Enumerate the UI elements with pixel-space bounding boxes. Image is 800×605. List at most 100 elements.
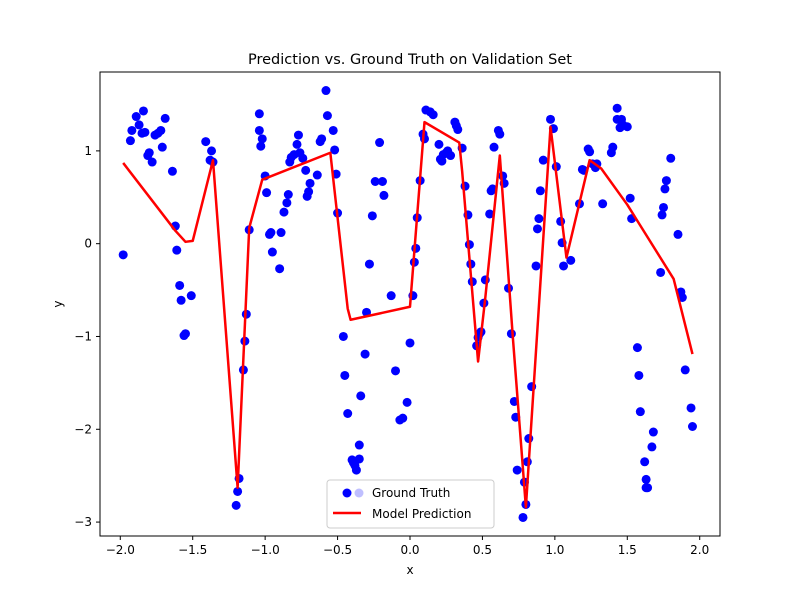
x-tick-label: 2.0: [690, 543, 709, 557]
legend-box: [326, 479, 495, 529]
y-axis-label: y: [51, 300, 65, 307]
ground-truth-point: [118, 250, 128, 260]
ground-truth-point: [453, 125, 463, 135]
ground-truth-point: [172, 245, 182, 255]
ground-truth-point: [559, 261, 569, 271]
ground-truth-point: [687, 422, 697, 431]
ground-truth-point: [531, 261, 541, 271]
ground-truth-point: [125, 136, 135, 146]
ground-truth-point: [276, 228, 286, 238]
ground-truth-point: [532, 224, 542, 234]
legend: Ground Truth Model Prediction: [326, 479, 495, 529]
ground-truth-point: [262, 188, 272, 198]
ground-truth-point: [176, 295, 186, 305]
ground-truth-point: [340, 370, 350, 380]
ground-truth-point: [233, 486, 243, 496]
ground-truth-point: [585, 147, 595, 157]
ground-truth-point: [186, 291, 196, 301]
x-axis-label: x: [406, 563, 413, 577]
ground-truth-point: [131, 112, 141, 122]
ground-truth-point: [660, 184, 670, 194]
ground-truth-point: [635, 407, 645, 417]
ground-truth-point: [612, 103, 622, 113]
ground-truth-point: [201, 137, 211, 147]
x-tick-label: 1.0: [545, 543, 564, 557]
ground-truth-point: [301, 165, 311, 175]
ground-truth-point: [282, 198, 292, 208]
ground-truth-point: [538, 155, 548, 165]
ground-truth-point: [625, 193, 635, 203]
ground-truth-point: [328, 125, 338, 135]
legend-marker-ground-truth-secondary: [354, 488, 364, 498]
model-prediction-line: [122, 120, 694, 509]
x-axis-ticks: −2.0 −1.5 −1.0 −0.5 0.0 0.5 1.0 1.5 2.0: [106, 536, 709, 557]
x-tick-label: 0.5: [473, 543, 492, 557]
ground-truth-point: [160, 113, 170, 123]
ground-truth-point: [512, 465, 522, 475]
ground-truth-point: [360, 349, 370, 359]
ground-truth-point: [356, 391, 366, 401]
ground-truth-point: [661, 176, 671, 186]
ground-truth-point: [598, 199, 608, 209]
ground-truth-point: [312, 170, 322, 180]
ground-truth-point: [622, 122, 632, 132]
ground-truth-point: [267, 247, 277, 257]
ground-truth-point: [524, 434, 534, 444]
ground-truth-point: [666, 153, 676, 163]
x-tick-label: −0.5: [323, 543, 352, 557]
ground-truth-point: [354, 440, 364, 450]
ground-truth-point: [156, 125, 166, 135]
legend-marker-ground-truth: [342, 488, 352, 498]
ground-truth-point: [367, 211, 377, 221]
y-tick-label: 0: [84, 237, 92, 251]
ground-truth-point: [304, 187, 314, 197]
ground-truth-point: [377, 177, 387, 186]
x-tick-label: 1.5: [618, 543, 637, 557]
legend-label-model-prediction: Model Prediction: [372, 507, 471, 521]
ground-truth-point: [535, 186, 545, 196]
ground-truth-point: [647, 442, 657, 452]
ground-truth-point: [298, 153, 308, 163]
ground-truth-point: [338, 331, 348, 341]
ground-truth-point: [566, 255, 576, 265]
ground-truth-point: [292, 139, 302, 149]
ground-truth-point: [428, 110, 438, 120]
ground-truth-point: [231, 500, 241, 510]
ground-truth-point: [330, 145, 340, 155]
ground-truth-point: [546, 114, 556, 124]
legend-label-ground-truth: Ground Truth: [372, 486, 450, 500]
ground-truth-point: [648, 427, 658, 437]
y-tick-label: −3: [74, 515, 92, 529]
ground-truth-point: [175, 280, 185, 290]
ground-truth-point: [446, 151, 456, 161]
ground-truth-point: [657, 210, 667, 220]
ground-truth-point: [485, 209, 495, 219]
ground-truth-point: [398, 413, 408, 423]
ground-truth-point: [405, 338, 415, 348]
ground-truth-point: [305, 178, 315, 188]
plot-content: [118, 86, 697, 522]
x-tick-label: −1.0: [251, 543, 280, 557]
ground-truth-point: [266, 228, 276, 238]
ground-truth-point: [138, 106, 148, 116]
ground-truth-point: [351, 465, 361, 475]
ground-truth-point: [673, 229, 683, 239]
ground-truth-point: [386, 291, 396, 301]
ground-truth-point: [157, 142, 167, 152]
ground-truth-point: [293, 130, 303, 140]
x-tick-label: −1.5: [178, 543, 207, 557]
ground-truth-point: [370, 177, 380, 186]
ground-truth-point: [180, 329, 190, 339]
ground-truth-point: [379, 190, 389, 200]
ground-truth-point: [659, 202, 668, 212]
ground-truth-point: [364, 259, 374, 269]
ground-truth-point: [522, 457, 532, 467]
ground-truth-point: [641, 474, 651, 484]
ground-truth-point: [322, 111, 332, 121]
ground-truth-point: [321, 86, 331, 96]
ground-truth-point: [375, 138, 385, 148]
x-tick-label: 0.0: [400, 543, 419, 557]
ground-truth-point: [354, 454, 364, 464]
